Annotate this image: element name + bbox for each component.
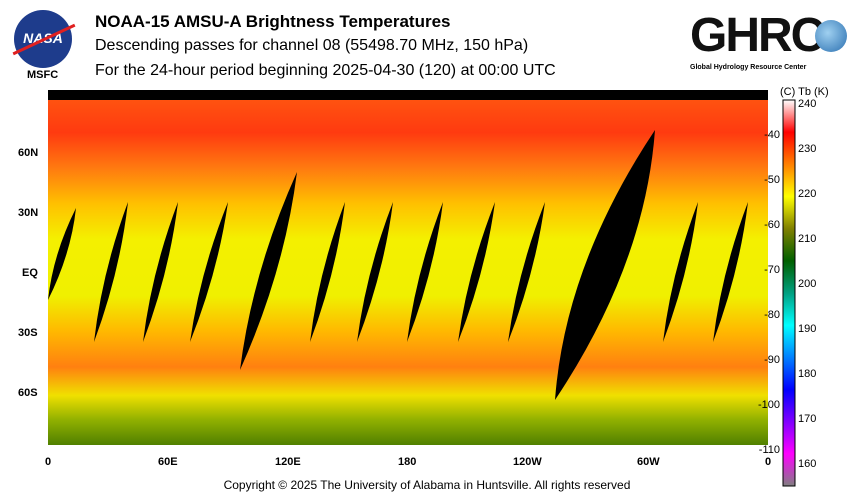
lon-label-60w: 60W <box>637 456 660 468</box>
colorbar-kelvin-label: 190 <box>798 323 817 335</box>
colorbar-kelvin-label: 210 <box>798 233 817 245</box>
map-field <box>48 90 768 445</box>
missing-swath <box>94 202 128 342</box>
colorbar-kelvin-label: 160 <box>798 458 817 470</box>
colorbar-celsius-label: -100 <box>757 398 780 411</box>
colorbar-celsius-label: -60 <box>764 218 780 231</box>
copyright: Copyright © 2025 The University of Alaba… <box>223 478 631 492</box>
missing-swath <box>240 172 297 370</box>
nasa-logo: NASA <box>12 10 76 68</box>
lon-label-120w: 120W <box>513 456 542 468</box>
lat-label-60s: 60S <box>18 387 38 399</box>
msfc-caption: MSFC <box>27 69 59 81</box>
period-text: For the 24-hour period beginning 2025-04… <box>95 62 556 79</box>
colorbar-kelvin-label: 240 <box>798 98 817 110</box>
lon-label-0: 0 <box>45 456 52 468</box>
colorbar-celsius-label: -90 <box>764 353 780 366</box>
lat-label-30n: 30N <box>18 207 39 219</box>
lat-label-30s: 30S <box>18 327 38 339</box>
missing-swath <box>508 202 545 342</box>
missing-swath <box>143 202 178 342</box>
missing-swath <box>48 208 76 300</box>
colorbar-celsius-label: -110 <box>758 443 780 456</box>
subtitle: Descending passes for channel 08 (55498.… <box>95 37 529 54</box>
page-title: NOAA-15 AMSU-A Brightness Temperatures <box>95 12 451 31</box>
lat-label-60n: 60N <box>18 147 39 159</box>
missing-swath <box>555 130 655 400</box>
missing-swaths <box>48 130 748 400</box>
lat-label-eq: EQ <box>22 267 38 279</box>
colorbar-kelvin-label: 220 <box>798 188 817 200</box>
missing-swath <box>310 202 345 342</box>
colorbar-celsius-label: -80 <box>764 308 780 321</box>
lon-label-120e: 120E <box>275 456 301 468</box>
colorbar-kelvin-label: 200 <box>798 278 817 290</box>
lon-label-0-end: 0 <box>765 456 772 468</box>
colorbar-header: (C) Tb (K) <box>780 86 829 98</box>
missing-swath <box>458 202 495 342</box>
missing-data-band <box>48 90 768 100</box>
missing-swath <box>663 202 698 342</box>
colorbar-celsius-label: -70 <box>764 263 780 276</box>
lon-label-60e: 60E <box>158 456 178 468</box>
missing-swath <box>713 202 748 342</box>
ghrc-logo: GHRC Global Hydrology Resource Center <box>690 8 850 74</box>
colorbar-celsius-label: -40 <box>764 128 780 141</box>
missing-swath <box>407 202 443 342</box>
missing-swath <box>357 202 393 342</box>
missing-swath <box>190 202 228 342</box>
colorbar-kelvin-label: 170 <box>798 413 817 425</box>
colorbar-celsius-label: -50 <box>764 173 780 186</box>
lon-label-180: 180 <box>398 456 417 468</box>
colorbar-kelvin-label: 230 <box>798 143 817 155</box>
colorbar <box>782 99 796 487</box>
colorbar-kelvin-label: 180 <box>798 368 817 380</box>
